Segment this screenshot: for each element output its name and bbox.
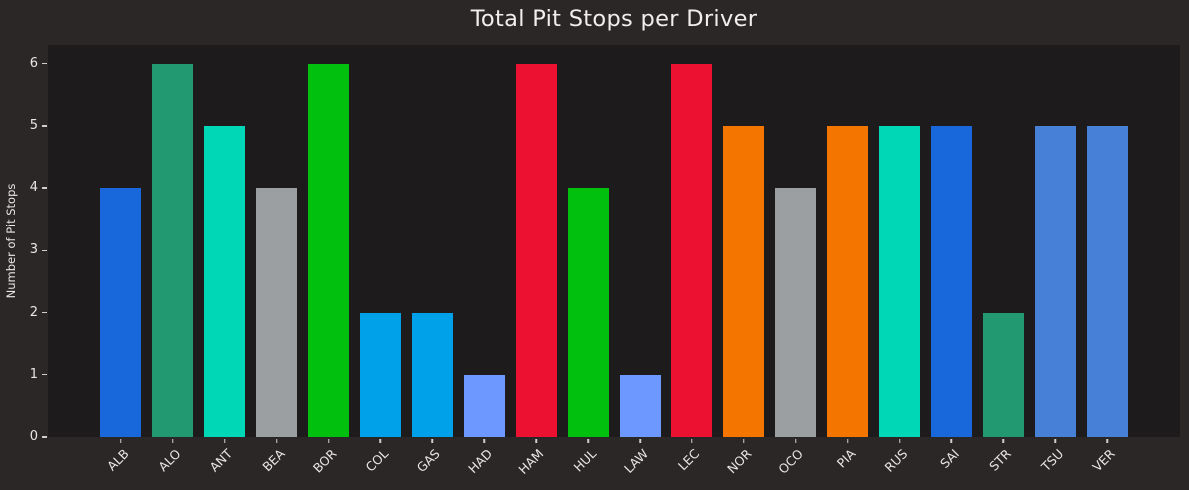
x-tick-mark-gas [431, 438, 434, 443]
bar-slot-law: LAW [614, 45, 666, 476]
x-tick-mark-ham [535, 438, 537, 443]
bar-alo [152, 63, 194, 437]
x-tick-label-bea: BEA [258, 446, 288, 475]
x-tick-mark-hul [587, 438, 589, 443]
x-tick-label-ver: VER [1089, 446, 1118, 475]
bar-ham [515, 63, 557, 437]
bar-slot-rus: RUS [874, 45, 926, 475]
bar-slot-alo: ALO [147, 45, 199, 474]
bar-slot-alb: ALB [95, 45, 147, 474]
bar-rus [879, 125, 921, 437]
x-tick-mark-bea [275, 438, 278, 443]
y-tick-label-2: 2 [29, 304, 38, 320]
x-tick-mark-nor [743, 438, 745, 443]
bar-lec [671, 63, 713, 437]
y-tick-label-4: 4 [29, 180, 38, 196]
bar-slot-nor: NOR [718, 45, 770, 476]
bar-bor [308, 63, 350, 437]
x-tick-label-col: COL [362, 446, 392, 475]
bar-hul [567, 188, 609, 437]
bar-ver [1086, 125, 1128, 437]
y-tick-mark-6 [42, 62, 47, 65]
x-tick-label-ham: HAM [515, 446, 547, 477]
y-tick-label-1: 1 [29, 366, 38, 382]
y-tick-mark-5 [42, 125, 47, 127]
bar-slot-bea: BEA [251, 45, 303, 474]
bar-slot-tsu: TSU [1029, 45, 1081, 474]
x-tick-mark-bor [327, 438, 330, 443]
x-tick-label-oco: OCO [775, 446, 807, 477]
x-tick-mark-sai [950, 438, 953, 443]
bar-slot-pia: PIA [822, 45, 874, 471]
bar-ant [204, 125, 246, 437]
bar-had [463, 374, 505, 437]
x-tick-label-lec: LEC [675, 446, 703, 474]
x-tick-mark-ver [1106, 438, 1108, 443]
bar-nor [723, 125, 765, 437]
bar-slot-oco: OCO [770, 45, 822, 477]
bar-slot-str: STR [977, 45, 1029, 474]
bar-slot-ant: ANT [199, 45, 251, 475]
y-tick-label-6: 6 [29, 55, 38, 71]
bar-pia [827, 125, 869, 437]
x-tick-mark-alb [120, 438, 122, 443]
bar-law [619, 374, 661, 437]
bar-slot-hul: HUL [562, 45, 614, 475]
bar-col [359, 312, 401, 437]
x-tick-mark-tsu [1054, 438, 1057, 443]
bar-slot-bor: BOR [303, 45, 355, 476]
x-tick-label-rus: RUS [881, 446, 911, 475]
bars-container: ALB ALO ANT BEA BOR COL GAS HAD HAM HUL LAW LEC NOR O… [95, 45, 1133, 477]
bar-slot-lec: LEC [666, 45, 718, 473]
bar-slot-ham: HAM [510, 45, 562, 477]
y-tick-label-5: 5 [29, 117, 38, 133]
y-tick-label-3: 3 [29, 242, 38, 258]
y-tick-mark-4 [42, 187, 47, 189]
plot-area: ALB ALO ANT BEA BOR COL GAS HAD HAM HUL LAW LEC NOR O… [48, 45, 1180, 477]
bar-slot-had: HAD [458, 45, 510, 476]
x-tick-mark-alo [172, 438, 174, 443]
y-tick-mark-2 [42, 311, 47, 314]
bar-slot-ver: VER [1081, 45, 1133, 474]
bar-slot-sai: SAI [926, 45, 978, 471]
x-tick-mark-oco [794, 438, 797, 443]
bar-str [982, 312, 1024, 437]
x-tick-mark-ant [224, 438, 226, 443]
bar-oco [775, 188, 817, 437]
x-tick-label-gas: GAS [413, 446, 443, 476]
x-tick-label-tsu: TSU [1037, 446, 1066, 475]
x-tick-mark-col [379, 438, 382, 443]
x-tick-label-pia: PIA [833, 446, 859, 471]
bar-alb [100, 188, 142, 437]
bar-slot-gas: GAS [406, 45, 458, 475]
y-tick-mark-3 [42, 249, 47, 252]
bar-tsu [1034, 125, 1076, 437]
x-tick-mark-law [639, 438, 641, 443]
chart-title: Total Pit Stops per Driver [470, 6, 758, 32]
x-tick-label-sai: SAI [937, 446, 963, 472]
x-tick-label-nor: NOR [724, 446, 755, 477]
x-tick-mark-pia [846, 438, 849, 443]
x-tick-label-ant: ANT [206, 446, 236, 475]
y-tick-mark-0 [42, 436, 47, 438]
x-tick-label-hul: HUL [570, 446, 599, 475]
y-tick-label-0: 0 [29, 429, 38, 444]
x-tick-label-alb: ALB [103, 446, 132, 474]
bar-gas [411, 312, 453, 437]
y-tick-mark-1 [42, 374, 47, 376]
x-tick-label-bor: BOR [309, 446, 340, 476]
x-tick-label-law: LAW [620, 446, 651, 477]
x-tick-label-str: STR [986, 446, 1014, 474]
x-tick-mark-lec [691, 438, 693, 443]
x-tick-mark-str [1002, 438, 1005, 443]
bar-sai [930, 125, 972, 437]
bar-bea [256, 188, 298, 437]
x-tick-label-alo: ALO [155, 446, 184, 475]
x-tick-label-had: HAD [464, 446, 495, 477]
x-tick-mark-rus [898, 438, 901, 443]
x-tick-mark-had [483, 438, 486, 443]
bar-slot-col: COL [355, 45, 407, 475]
